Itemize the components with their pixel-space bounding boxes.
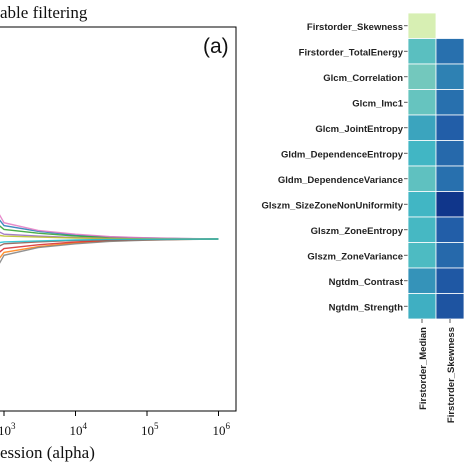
heatmap-panel: Firstorder_Skewness Firstorder_TotalEnerg… <box>262 12 465 423</box>
heatmap-cell <box>407 165 437 192</box>
heatmap-row-label: Glcm_JointEntropy <box>315 124 403 135</box>
heatmap-column-label: Firstorder_Skewness <box>446 327 457 423</box>
heatmap-cell <box>435 216 465 243</box>
heatmap-cell <box>407 293 437 320</box>
heatmap-cell <box>407 140 437 167</box>
heatmap-cell <box>407 114 437 141</box>
x-tick-label: 103 <box>0 421 16 438</box>
heatmap-cell <box>407 63 437 90</box>
heatmap-row-label: Glszm_ZoneEntropy <box>311 226 404 237</box>
heatmap-cell <box>407 242 437 269</box>
heatmap-cell <box>407 89 437 116</box>
x-tick-exponent: 6 <box>226 421 231 431</box>
x-tick-base: 10 <box>70 423 83 438</box>
x-tick-label: 104 <box>70 421 88 438</box>
heatmap-cell <box>435 63 465 90</box>
x-tick-base: 10 <box>213 423 226 438</box>
heatmap-cell <box>435 38 465 65</box>
heatmap-cell <box>435 191 465 218</box>
heatmap-row-label: Ngtdm_Strength <box>329 302 404 313</box>
heatmap-cell <box>407 38 437 65</box>
heatmap-cell <box>407 267 437 294</box>
heatmap-column-label: Firstorder_Median <box>418 327 429 410</box>
heatmap-cell <box>407 12 437 39</box>
plot-title: able filtering <box>0 3 88 22</box>
series-line <box>0 238 219 244</box>
heatmap-cell <box>435 140 465 167</box>
heatmap-row-label: Ngtdm_Contrast <box>329 277 404 288</box>
x-axis-ticks: 103 104 105 106 <box>0 411 231 438</box>
heatmap-row-label: Firstorder_Skewness <box>307 22 403 33</box>
x-tick-exponent: 3 <box>11 421 16 431</box>
heatmap-cell <box>407 216 437 243</box>
series-lines <box>0 214 219 264</box>
plot-frame <box>0 26 237 412</box>
heatmap-row-label: Firstorder_TotalEnergy <box>299 47 404 58</box>
heatmap-row-label: Glszm_SizeZoneNonUniformity <box>262 200 404 211</box>
heatmap-cell <box>435 267 465 294</box>
heatmap-cell <box>435 114 465 141</box>
x-tick-exponent: 4 <box>83 421 88 431</box>
panel-label: (a) <box>203 35 229 58</box>
heatmap-column-labels: Firstorder_Median Firstorder_Skewness <box>418 319 457 423</box>
heatmap-row-label: Glszm_ZoneVariance <box>307 251 403 262</box>
heatmap-cell <box>407 191 437 218</box>
x-tick-label: 106 <box>213 421 231 438</box>
heatmap-cell <box>435 293 465 320</box>
heatmap-row-label: Gldm_DependenceVariance <box>278 175 403 186</box>
x-tick-base: 10 <box>141 423 154 438</box>
x-tick-label: 105 <box>141 421 159 438</box>
line-plot-panel: able filtering (a) 103 104 105 106 ession (… <box>0 3 237 462</box>
heatmap-cell <box>435 89 465 116</box>
heatmap-row-label: Gldm_DependenceEntropy <box>281 149 404 160</box>
heatmap-cell <box>435 165 465 192</box>
series-line <box>0 238 219 259</box>
heatmap-row-label: Glcm_Correlation <box>323 73 403 84</box>
x-tick-exponent: 5 <box>154 421 159 431</box>
x-tick-base: 10 <box>0 423 11 438</box>
heatmap-cell <box>435 242 465 269</box>
heatmap-row-label: Glcm_Imc1 <box>352 98 403 109</box>
series-line <box>0 219 219 240</box>
x-axis-label: ession (alpha) <box>0 443 95 462</box>
heatmap-row-labels: Firstorder_Skewness Firstorder_TotalEnerg… <box>262 22 408 313</box>
heatmap-cells <box>407 12 465 320</box>
